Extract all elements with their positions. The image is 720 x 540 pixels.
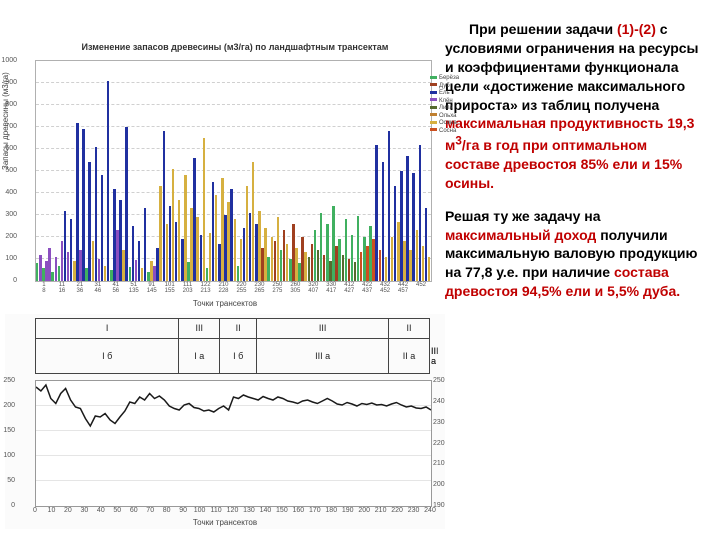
- chart-1-bar-segment: [267, 257, 269, 281]
- chart-1-bar-segment: [39, 255, 41, 281]
- chart-1-bar-segment: [169, 206, 171, 281]
- chart-1-bar-segment: [218, 244, 220, 281]
- chart-1-bar-segment: [323, 255, 325, 281]
- chart-1-bar-segment: [76, 123, 78, 281]
- chart-1-bar-segment: [409, 250, 411, 281]
- chart-1-bar-segment: [144, 208, 146, 281]
- chart-1-bar-segment: [237, 266, 239, 281]
- chart-1-bar-segment: [274, 241, 276, 281]
- chart-1-bar: Изменение запасов древесины (м3/га) по л…: [5, 40, 445, 310]
- chart-1-bar-segment: [379, 250, 381, 281]
- chart-1-bar-segment: [298, 263, 300, 281]
- chart-1-bar-segment: [304, 252, 306, 281]
- chart-1-bar-segment: [360, 252, 362, 281]
- chart-1-bar-segment: [366, 246, 368, 281]
- chart-1-bar-segment: [58, 266, 60, 281]
- paragraph-2: Решая ту же задачу на максимальный доход…: [445, 207, 705, 301]
- chart-1-bar-segment: [51, 272, 53, 281]
- chart-1-bar-segment: [101, 175, 103, 281]
- chart-1-bar-segment: [224, 215, 226, 281]
- chart-1-bar-segment: [292, 224, 294, 281]
- chart-1-bar-segment: [119, 200, 121, 281]
- chart-1-bar-segment: [138, 241, 140, 281]
- chart-1-bar-segment: [113, 189, 115, 281]
- chart-2-table: IIIIIIIIIII I бI аI бIII аII аIII аII а: [35, 318, 430, 374]
- chart-1-bar-segment: [212, 182, 214, 281]
- chart-1-bar-segment: [163, 131, 165, 281]
- chart-1-ylabel: Запасы древесины (м3/га): [1, 72, 10, 170]
- chart-1-bar-segment: [391, 237, 393, 281]
- chart-1-bar-segment: [206, 268, 208, 281]
- chart-1-bar-segment: [95, 147, 97, 281]
- chart-1-bar-segment: [280, 250, 282, 281]
- chart-1-bar-segment: [82, 129, 84, 281]
- chart-1-bar-segment: [243, 228, 245, 281]
- chart-2: IIIIIIIIIII I бI аI бIII аII аIII аII а …: [5, 314, 445, 529]
- chart-1-bar-segment: [107, 81, 109, 281]
- chart-1-bar-segment: [255, 224, 257, 281]
- chart-1-title: Изменение запасов древесины (м3/га) по л…: [45, 42, 425, 52]
- chart-1-bar-segment: [230, 189, 232, 281]
- chart-1-bar-segment: [187, 262, 189, 281]
- chart-1-bar-segment: [150, 261, 152, 281]
- chart-1-bar-segment: [200, 235, 202, 281]
- chart-1-bar-segment: [403, 241, 405, 281]
- chart-1-bar-segment: [156, 248, 158, 281]
- chart-1-bar-segment: [125, 127, 127, 281]
- chart-1-bar-segment: [317, 250, 319, 281]
- chart-1-bar-segment: [385, 257, 387, 281]
- chart-1-bar-segment: [348, 259, 350, 281]
- chart-1-bar-segment: [354, 262, 356, 281]
- chart-1-bar-segment: [428, 257, 430, 281]
- chart-1-legend: БерёзаДубЕльКлёнЛипаОльхаОсинаСосна: [430, 75, 459, 135]
- chart-1-bar-segment: [342, 255, 344, 281]
- chart-1-plot: [35, 60, 432, 282]
- chart-1-bar-segment: [329, 261, 331, 281]
- chart-1-bar-segment: [193, 158, 195, 281]
- chart-1-bar-segment: [64, 211, 66, 281]
- chart-1-bar-segment: [261, 248, 263, 281]
- chart-1-bar-segment: [203, 138, 205, 281]
- chart-2-xlabel: Точки трансектов: [193, 518, 257, 527]
- chart-1-bar-segment: [286, 244, 288, 281]
- chart-1-bar-segment: [70, 219, 72, 281]
- chart-1-bar-segment: [311, 244, 313, 281]
- chart-1-bar-segment: [45, 261, 47, 281]
- chart-1-bar-segment: [88, 162, 90, 281]
- chart-1-bar-segment: [335, 246, 337, 281]
- chart-1-bar-segment: [372, 239, 374, 281]
- chart-1-bar-segment: [416, 230, 418, 281]
- chart-1-bar-segment: [397, 222, 399, 281]
- chart-1-bar-segment: [249, 213, 251, 281]
- chart-1-bar-segment: [175, 222, 177, 281]
- chart-2-plot: [35, 380, 432, 507]
- paragraph-1: При решении задачи (1)-(2) с условиями о…: [445, 20, 705, 193]
- chart-1-bar-segment: [422, 246, 424, 281]
- chart-1-bar-segment: [181, 239, 183, 281]
- chart-1-xlabel: Точки трансектов: [193, 299, 257, 308]
- chart-1-bar-segment: [132, 226, 134, 281]
